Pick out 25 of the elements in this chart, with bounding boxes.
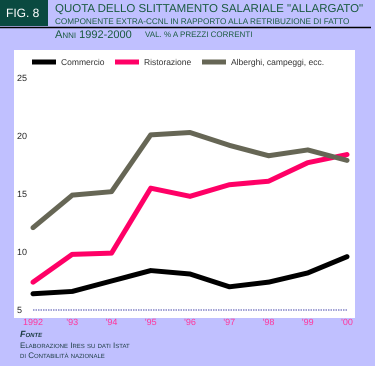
x-tick-label: '93 (66, 317, 78, 327)
text: di Contabilità nazionale (20, 351, 105, 360)
legend-label: Alberghi, campeggi, ecc. (231, 57, 324, 67)
x-tick-label: '98 (262, 317, 274, 327)
x-tick-label: '94 (106, 317, 118, 327)
legend-label: Commercio (61, 57, 105, 67)
x-tick-label: '00 (341, 317, 353, 327)
y-tick-label: 5 (17, 305, 22, 315)
text: Elaborazione Ires su dati Istat (20, 341, 130, 350)
y-tick-label: 25 (17, 73, 28, 83)
x-tick-label: '95 (144, 317, 157, 327)
x-tick-label: '97 (223, 317, 236, 327)
text: VAL. % A PREZZI CORRENTI (145, 30, 252, 39)
text: Fonte (20, 329, 44, 339)
chart-subtitle: COMPONENTE EXTRA-CCNL IN RAPPORTO ALLA RETRIBUZIONE DI FATTO (55, 17, 350, 26)
text: Anni 1992-2000 (55, 29, 132, 41)
x-tick-label: '96 (184, 317, 196, 327)
y-tick-label: 20 (17, 131, 28, 141)
y-tick-label: 10 (17, 247, 28, 257)
caption: FIG. 8 (6, 6, 40, 20)
y-tick-label: 15 (17, 189, 28, 199)
x-tick-label: 1992 (22, 317, 44, 327)
x-tick-label: '99 (302, 317, 314, 327)
legend-label: Ristorazione (144, 57, 192, 67)
chart-title: QUOTA DELLO SLITTAMENTO SALARIALE "ALLARGATO" (55, 3, 364, 15)
